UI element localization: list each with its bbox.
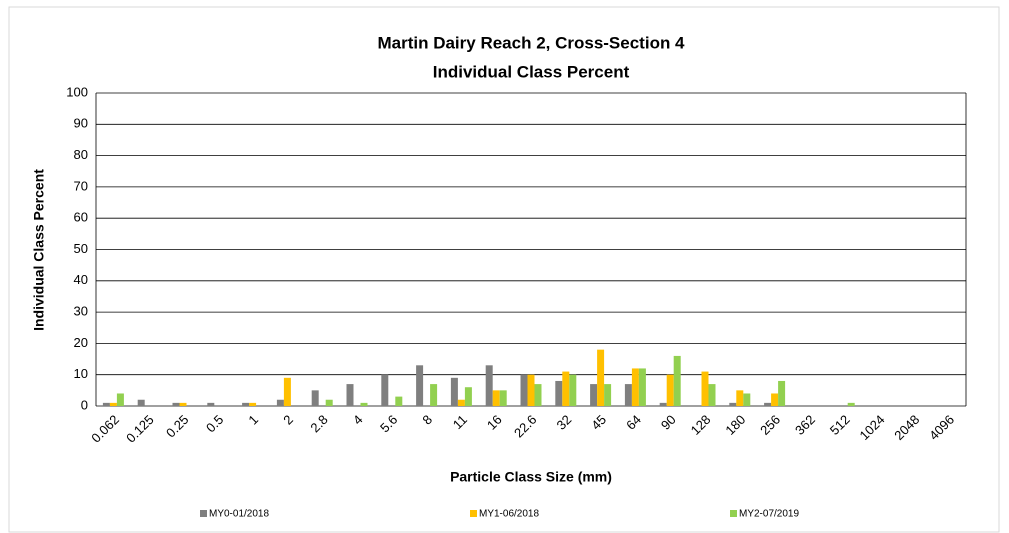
bar <box>743 393 751 406</box>
y-tick-label: 50 <box>74 241 88 256</box>
bar <box>701 371 709 406</box>
x-axis-title: Particle Class Size (mm) <box>450 469 612 485</box>
bar <box>137 399 145 406</box>
y-tick-label: 60 <box>74 210 88 225</box>
bar <box>778 380 786 406</box>
bar <box>590 384 598 406</box>
chart-border <box>8 6 1000 533</box>
bar <box>562 371 570 406</box>
bar <box>457 399 465 406</box>
bar <box>659 402 667 406</box>
bar <box>381 374 389 406</box>
bar <box>464 387 472 406</box>
bar <box>624 384 632 406</box>
bar <box>604 384 612 406</box>
y-axis-title: Individual Class Percent <box>31 169 47 331</box>
bar <box>771 393 779 406</box>
bar <box>395 396 403 406</box>
bar <box>555 380 563 406</box>
bar <box>116 393 124 406</box>
y-tick-label: 10 <box>74 366 88 381</box>
bar <box>729 402 737 406</box>
bar <box>416 365 424 406</box>
bar <box>102 402 110 406</box>
y-tick-label: 0 <box>81 397 88 412</box>
bar <box>527 374 535 406</box>
bar <box>311 390 319 406</box>
bar <box>492 390 500 406</box>
bar <box>597 349 605 406</box>
bar <box>242 402 250 406</box>
y-tick-label: 100 <box>66 84 88 99</box>
y-tick-label: 40 <box>74 272 88 287</box>
bar <box>666 374 674 406</box>
bar <box>346 384 354 406</box>
y-tick-label: 90 <box>74 116 88 131</box>
legend-label: MY0-01/2018 <box>209 509 269 520</box>
legend-swatch <box>470 510 477 517</box>
bar <box>109 402 117 406</box>
bar <box>673 355 681 406</box>
bar <box>450 377 458 406</box>
bar <box>569 374 577 406</box>
chart-title: Martin Dairy Reach 2, Cross-Section 4 <box>377 33 685 52</box>
bar <box>325 399 333 406</box>
bar <box>485 365 493 406</box>
bar <box>736 390 744 406</box>
y-tick-label: 70 <box>74 178 88 193</box>
bar <box>207 402 215 406</box>
legend-label: MY2-07/2019 <box>739 509 799 520</box>
legend-swatch <box>200 510 207 517</box>
bar <box>499 390 507 406</box>
y-tick-label: 80 <box>74 147 88 162</box>
legend-swatch <box>730 510 737 517</box>
bar <box>249 402 257 406</box>
legend-label: MY1-06/2018 <box>479 509 539 520</box>
y-tick-label: 20 <box>74 335 88 350</box>
bar <box>631 368 639 406</box>
bar <box>847 402 855 406</box>
bar <box>764 402 772 406</box>
bar <box>360 402 368 406</box>
bar <box>520 374 528 406</box>
bar <box>534 384 542 406</box>
bar <box>638 368 646 406</box>
bar <box>430 384 438 406</box>
bar <box>283 377 291 406</box>
bar <box>179 402 187 406</box>
bar <box>172 402 180 406</box>
bar <box>708 384 716 406</box>
y-tick-label: 30 <box>74 304 88 319</box>
chart-subtitle: Individual Class Percent <box>433 62 630 81</box>
bar <box>276 399 284 406</box>
